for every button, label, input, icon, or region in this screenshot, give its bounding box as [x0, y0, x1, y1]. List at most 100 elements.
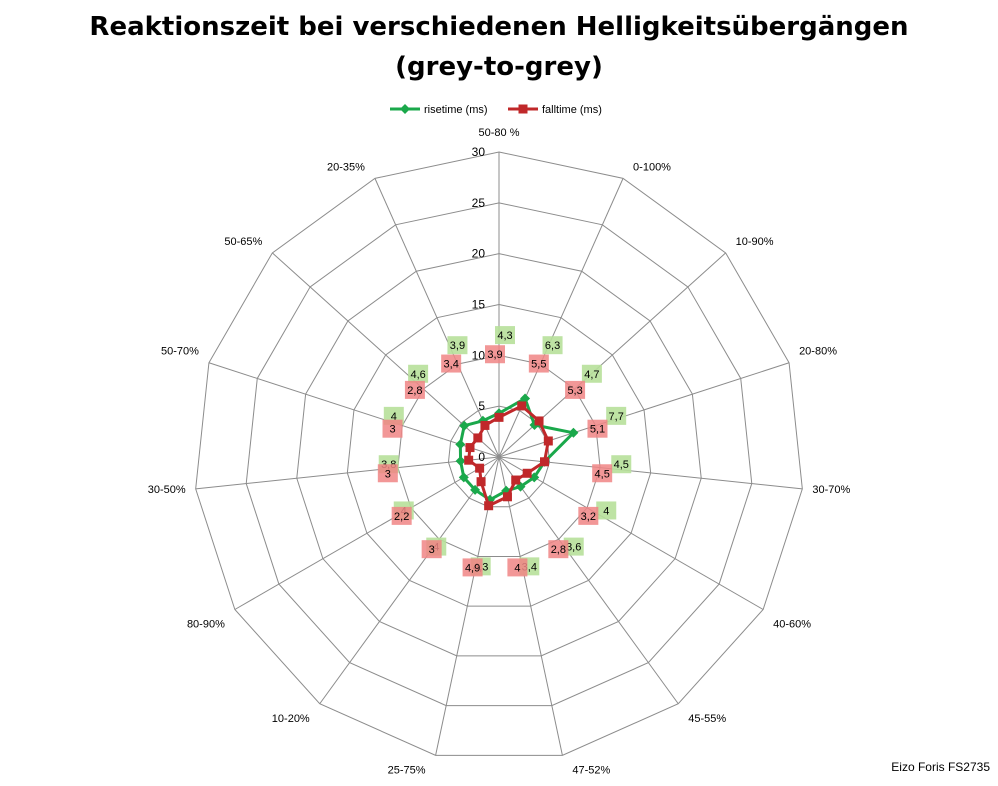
falltime-label-bg [404, 380, 425, 399]
falltime-point [464, 455, 474, 465]
category-label: 20-35% [327, 161, 365, 173]
risetime-data-label: 4,5 [614, 459, 629, 471]
falltime-data-label: 4,9 [465, 562, 480, 574]
falltime-line [467, 404, 550, 508]
risetime-point [459, 420, 470, 431]
falltime-data-label: 3 [385, 468, 391, 480]
category-label: 10-20% [272, 713, 310, 725]
grid-ring [346, 303, 652, 607]
category-label: 10-90% [736, 236, 774, 248]
risetime-point [529, 472, 540, 483]
falltime-point [517, 401, 527, 411]
falltime-label-bg [485, 345, 505, 364]
falltime-data-label: 2,8 [551, 544, 566, 556]
chart-subtitle: (grey-to-grey) [395, 52, 603, 82]
grid-spoke [498, 456, 803, 490]
falltime-label-bg [548, 540, 569, 559]
radar-grid [195, 151, 803, 756]
category-label: 40-60% [773, 619, 811, 631]
falltime-point [539, 457, 549, 467]
risetime-label-bg [542, 336, 563, 355]
risetime-data-label: 4,3 [497, 330, 512, 342]
risetime-data-label: 6,3 [545, 340, 560, 352]
risetime-data-label: 3,6 [566, 542, 581, 554]
falltime-point [494, 412, 504, 422]
falltime-label-bg [565, 380, 586, 399]
category-label: 25-75% [388, 764, 426, 776]
falltime-point [484, 501, 494, 511]
risetime-point [520, 393, 531, 404]
radial-tick-label: 25 [472, 196, 486, 210]
risetime-point [455, 456, 466, 467]
risetime-label-bg [563, 537, 584, 556]
legend-risetime-label: risetime (ms) [424, 104, 488, 116]
falltime-label-bg [507, 558, 528, 577]
falltime-label-bg [462, 558, 483, 577]
grid-spoke [234, 456, 500, 610]
legend-falltime-marker [518, 104, 528, 114]
risetime-data-label: 3,9 [450, 340, 465, 352]
grid-ring [296, 253, 702, 657]
falltime-label-bg [391, 506, 412, 525]
radial-tick-label: 20 [472, 247, 486, 261]
falltime-label-bg [421, 540, 442, 559]
falltime-data-label: 3 [429, 544, 435, 556]
falltime-point [465, 443, 475, 453]
falltime-point [534, 416, 544, 426]
risetime-label-bg [495, 326, 515, 345]
falltime-data-label: 5,3 [567, 385, 582, 397]
risetime-line [458, 396, 575, 502]
category-label: 20-80% [799, 346, 837, 358]
radial-tick-label: 15 [472, 298, 486, 312]
radial-tick-label: 30 [472, 145, 486, 159]
falltime-label-bg [592, 464, 613, 483]
risetime-data-label: 7,7 [609, 411, 624, 423]
risetime-point [470, 484, 481, 495]
category-label: 30-70% [812, 484, 850, 496]
falltime-data-label: 4,5 [595, 468, 610, 480]
risetime-label-bg [447, 336, 468, 355]
chart-title: Reaktionszeit bei verschiedenen Helligke… [89, 12, 909, 42]
grid-ring [195, 151, 803, 756]
category-label: 50-80 % [479, 127, 520, 139]
radial-tick-label: 0 [478, 450, 485, 464]
falltime-point [475, 463, 485, 473]
falltime-label-bg [587, 419, 608, 438]
grid-ring [397, 354, 601, 557]
risetime-label-bg [408, 364, 429, 383]
falltime-data-label: 5,1 [590, 424, 605, 436]
grid-spoke [272, 252, 500, 458]
risetime-point [455, 439, 466, 450]
grid-spoke [498, 456, 679, 705]
falltime-point [502, 492, 512, 502]
falltime-label-bg [578, 506, 599, 525]
falltime-data-label: 3,2 [581, 511, 596, 523]
legend-risetime-marker [400, 104, 410, 114]
falltime-data-label: 2,2 [394, 511, 409, 523]
falltime-point [476, 477, 486, 487]
falltime-data-label: 3,4 [444, 359, 459, 371]
grid-spoke [208, 362, 500, 458]
category-label: 45-55% [688, 713, 726, 725]
falltime-data-label: 5,5 [531, 359, 546, 371]
grid-spoke [195, 456, 500, 490]
category-label: 50-70% [161, 346, 199, 358]
falltime-label-bg [382, 419, 403, 438]
risetime-label-bg [596, 501, 617, 520]
falltime-data-label: 3 [389, 424, 395, 436]
falltime-label-bg [528, 354, 549, 373]
risetime-point [458, 472, 469, 483]
falltime-point [480, 420, 490, 430]
category-label: 0-100% [633, 161, 671, 173]
falltime-point [473, 433, 483, 443]
radial-tick-label: 10 [472, 348, 486, 362]
grid-ring [245, 202, 753, 707]
risetime-data-label: 4 [391, 411, 397, 423]
grid-spoke [374, 178, 500, 458]
footer-text: Eizo Foris FS2735 [891, 760, 990, 774]
grid-ring [447, 405, 551, 508]
radial-tick-label: 5 [478, 399, 485, 413]
risetime-label-bg [611, 455, 632, 474]
falltime-point [522, 468, 532, 478]
